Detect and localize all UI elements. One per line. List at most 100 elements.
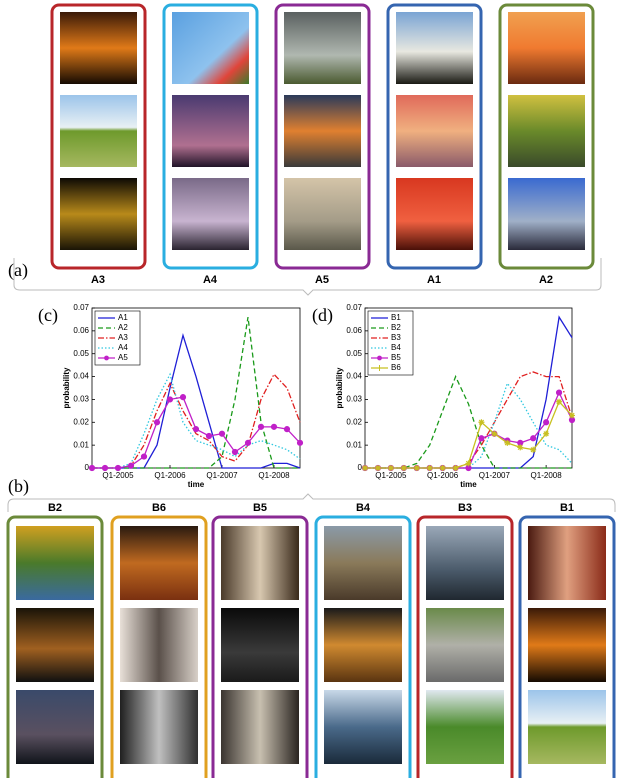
group-label: B2 [48,502,62,514]
legend-label: A3 [118,333,128,342]
point [388,465,394,471]
point [530,447,536,453]
legend-label: B2 [391,323,401,332]
point [517,444,523,450]
y-tick-label: 0 [85,463,90,472]
point [102,465,107,470]
x-tick-label: Q1-2006 [427,471,459,480]
photo [221,690,299,764]
point [271,424,276,429]
point [531,436,536,441]
y-tick-label: 0.06 [346,326,362,335]
photo [172,178,249,250]
legend-label: B3 [391,333,401,342]
x-axis-label: time [460,480,477,489]
photo [60,178,137,250]
point [284,427,289,432]
point [401,465,407,471]
point [154,420,159,425]
group-label: B6 [152,502,166,514]
y-axis-label: probability [335,367,344,408]
point [232,449,237,454]
point [180,395,185,400]
group-label: A3 [91,274,105,286]
point [375,465,381,471]
group-label: B5 [253,502,267,514]
y-tick-label: 0.02 [73,417,89,426]
legend-label: B1 [391,313,401,322]
x-axis-label: time [188,480,205,489]
y-tick-label: 0.03 [73,395,89,404]
group-label: A1 [427,274,441,286]
panel-label: (c) [38,305,58,326]
y-tick-label: 0.05 [73,349,89,358]
x-tick-label: Q1-2005 [102,471,134,480]
photo [528,690,606,764]
point [440,465,446,471]
point [414,465,420,471]
photo [396,95,473,167]
point [556,390,561,395]
group-label: B3 [458,502,472,514]
y-tick-label: 0.02 [346,417,362,426]
legend-label: A5 [118,353,128,362]
point [297,440,302,445]
photo [60,95,137,167]
group-label: B4 [356,502,371,514]
figure: (a) (b) (c) (d) A3A4A5A1A2B2B6B5B4B3B100… [0,0,617,778]
group-label: B1 [560,502,574,514]
photo [60,12,137,84]
photo [324,690,402,764]
photo [172,95,249,167]
photo [221,608,299,682]
photo [324,608,402,682]
photo [324,526,402,600]
photo [528,608,606,682]
point [504,440,510,446]
photo [426,690,504,764]
point [569,412,575,418]
point [258,424,263,429]
point [427,465,433,471]
legend-label: B5 [391,353,401,362]
photo [426,526,504,600]
x-tick-label: Q1-2007 [206,471,238,480]
point [167,397,172,402]
y-axis-label: probability [62,367,71,408]
photo [16,690,94,764]
point [245,440,250,445]
point [115,465,120,470]
photo [284,12,361,84]
group-label: A4 [203,274,218,286]
point [141,454,146,459]
group-label: A2 [539,274,553,286]
panel-label: (a) [8,260,28,281]
y-tick-label: 0.06 [73,326,89,335]
point [206,433,211,438]
photo [508,12,585,84]
photo [120,608,198,682]
point [479,436,484,441]
point [543,431,549,437]
legend-label: A1 [118,313,128,322]
photo [284,178,361,250]
y-tick-label: 0.01 [346,440,362,449]
bracket-b [8,494,615,512]
point [491,431,497,437]
point [128,463,133,468]
y-tick-label: 0.01 [73,440,89,449]
x-tick-label: Q1-2006 [154,471,186,480]
x-tick-label: Q1-2008 [531,471,563,480]
legend-label: B6 [391,363,401,372]
panel-label: (d) [312,305,333,326]
legend-label: A4 [118,343,128,352]
y-tick-label: 0.07 [346,303,362,312]
x-tick-label: Q1-2008 [258,471,290,480]
photo [396,12,473,84]
group-label: A5 [315,274,329,286]
photo [16,608,94,682]
point [89,465,94,470]
photo [284,95,361,167]
point [193,427,198,432]
photo [120,690,198,764]
